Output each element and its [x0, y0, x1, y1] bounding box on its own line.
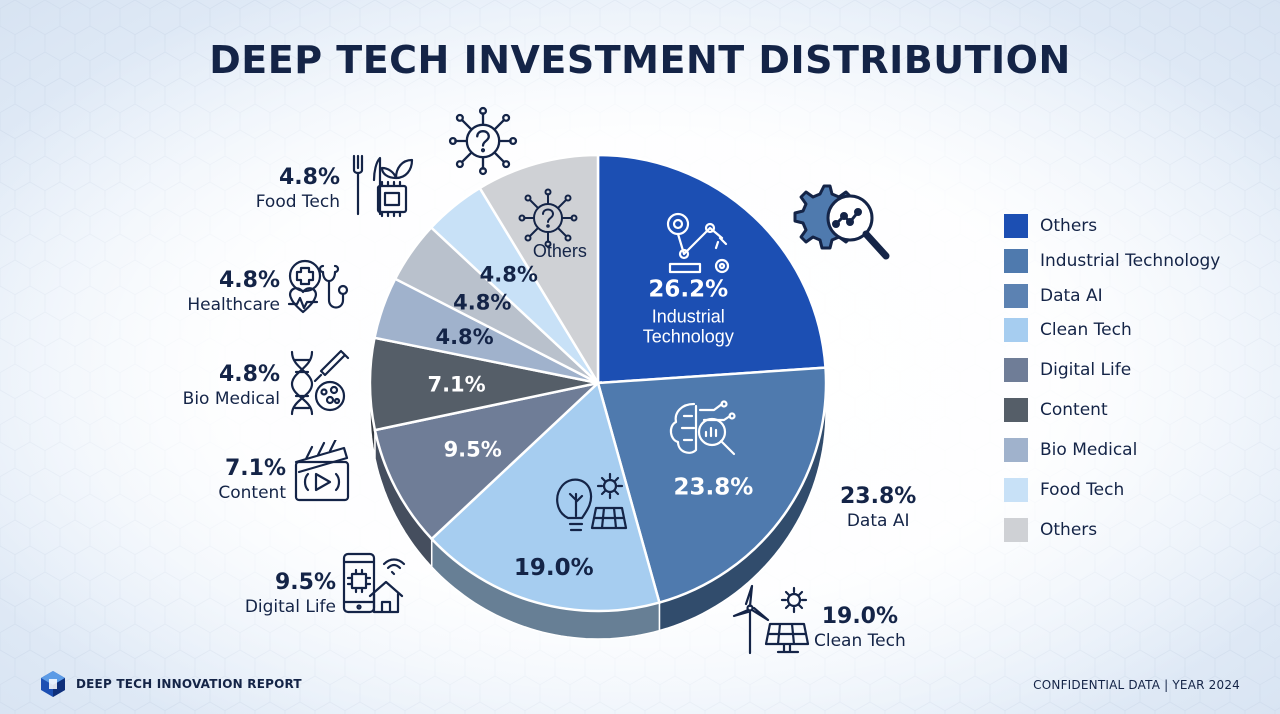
slice-name-line: Industrial	[652, 306, 725, 326]
ext-name: Clean Tech	[814, 631, 906, 651]
slice-industrial-technology	[596, 153, 827, 385]
ext-pct: 4.8%	[218, 362, 280, 387]
legend-item: Bio Medical	[1004, 438, 1137, 462]
ext-pct: 4.8%	[218, 268, 280, 293]
legend-swatch	[1004, 318, 1028, 342]
legend-item: Food Tech	[1004, 478, 1124, 502]
legend-label: Others	[1040, 520, 1098, 540]
brain-analytics-icon	[669, 400, 736, 456]
legend-item: Others	[1004, 518, 1097, 542]
slice-value-6: 4.8%	[453, 291, 511, 315]
ext-name: Bio Medical	[182, 389, 280, 409]
legend-swatch	[1004, 284, 1028, 308]
heart-stethoscope-icon	[287, 259, 349, 314]
slice-others	[478, 153, 600, 388]
slice-digital-life	[373, 380, 603, 541]
slice-data-ai	[596, 366, 828, 605]
slice-value-2: 19.0%	[514, 555, 594, 581]
legend-label: Industrial Technology	[1040, 251, 1221, 271]
ext-label-bio-medical: 4.8% Bio Medical	[183, 362, 280, 410]
ext-label-clean-tech: 19.0% Clean Tech	[814, 604, 906, 652]
ext-name: Healthcare	[187, 295, 280, 315]
slice-value-1: 23.8%	[674, 475, 754, 501]
ext-label-data-ai: 23.8% Data AI	[840, 484, 916, 532]
footer-confidential: CONFIDENTIAL DATA | YEAR 2024	[1033, 678, 1240, 692]
legend-swatch	[1004, 249, 1028, 273]
slice-value-5: 4.8%	[435, 325, 493, 349]
legend-item: Others	[1004, 214, 1097, 238]
ext-label-content: 7.1% Content	[218, 456, 286, 504]
smartphone-home-icon	[342, 552, 406, 614]
slice-value-3: 9.5%	[444, 437, 502, 461]
legend-item: Clean Tech	[1004, 318, 1132, 342]
hexagon-logo-icon	[41, 671, 65, 697]
gear-magnifier-icon	[793, 184, 890, 260]
legend-swatch	[1004, 214, 1028, 238]
slice-clean-tech	[429, 380, 661, 613]
legend-label: Bio Medical	[1040, 440, 1138, 460]
ext-name: Content	[218, 483, 286, 503]
page-title: DEEP TECH INVESTMENT DISTRIBUTION	[209, 38, 1071, 82]
ext-label-food-tech: 4.8% Food Tech	[256, 165, 340, 213]
ext-pct: 9.5%	[274, 570, 336, 595]
ext-pct: 19.0%	[821, 604, 899, 629]
legend-swatch	[1004, 358, 1028, 382]
legend-label: Data AI	[1040, 286, 1103, 306]
legend-swatch	[1004, 478, 1028, 502]
legend-label: Digital Life	[1040, 360, 1132, 380]
ext-pct: 23.8%	[840, 484, 917, 509]
legend-label: Clean Tech	[1040, 320, 1132, 340]
slice-value-0: 26.2%	[648, 276, 728, 302]
ext-name: Data AI	[846, 511, 910, 531]
food-chip-icon	[352, 154, 414, 218]
pie-slices	[368, 153, 828, 613]
legend-item: Industrial Technology	[1004, 249, 1220, 273]
dna-cell-icon	[290, 349, 350, 416]
ext-name: Digital Life	[244, 597, 336, 617]
ext-label-digital-life: 9.5% Digital Life	[245, 570, 336, 618]
ext-label-healthcare: 4.8% Healthcare	[187, 268, 280, 316]
legend-label: Content	[1040, 400, 1108, 420]
question-network-icon	[518, 188, 578, 248]
clapperboard-play-icon	[294, 440, 350, 502]
industrial-robot-icon	[666, 212, 730, 274]
lightbulb-solar-icon	[556, 472, 628, 532]
legend-item: Data AI	[1004, 284, 1103, 308]
slice-value-7: 4.8%	[480, 262, 538, 286]
wind-turbine-solar-icon	[732, 584, 810, 655]
footer-brand-text: DEEP TECH INNOVATION REPORT	[76, 677, 302, 691]
footer-brand: DEEP TECH INNOVATION REPORT	[40, 670, 302, 698]
legend-item: Digital Life	[1004, 358, 1131, 382]
legend-label: Others	[1040, 216, 1098, 236]
slice-value-4: 7.1%	[427, 373, 485, 397]
ext-name: Food Tech	[255, 192, 340, 212]
question-network-icon-large	[448, 106, 518, 176]
slice-name-line: Technology	[643, 326, 734, 346]
legend-swatch	[1004, 438, 1028, 462]
ext-pct: 4.8%	[278, 165, 340, 190]
legend-item: Content	[1004, 398, 1108, 422]
legend-swatch	[1004, 398, 1028, 422]
legend-label: Food Tech	[1040, 480, 1125, 500]
ext-pct: 7.1%	[224, 456, 286, 481]
legend-swatch	[1004, 518, 1028, 542]
